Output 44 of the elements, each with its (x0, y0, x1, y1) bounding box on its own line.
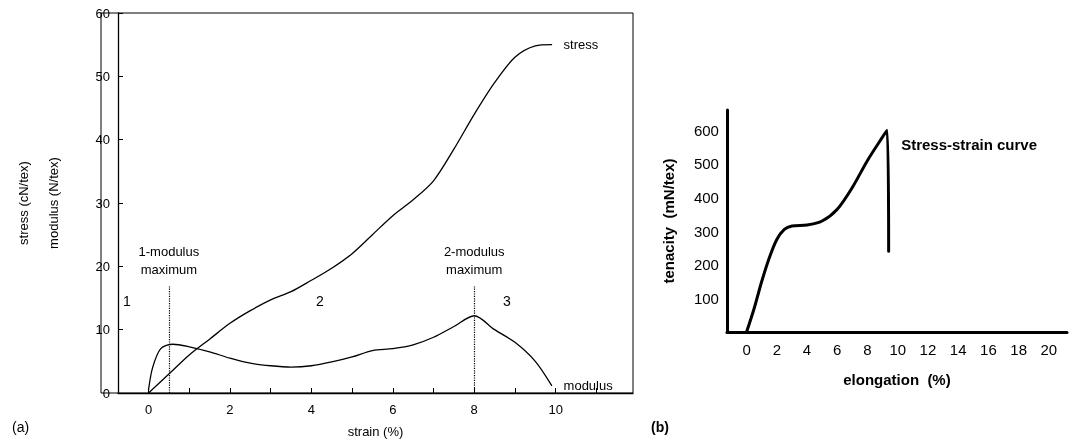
x-tick-label: 2 (226, 402, 234, 417)
x-tick-label: 8 (470, 402, 478, 417)
y-axis-title: stress (cN/tex) modulus (N/tex) (15, 157, 61, 249)
y-tick-label: 40 (95, 132, 110, 148)
x-tick-label: 10 (548, 402, 563, 417)
ref-line-label: 2-modulus maximum (443, 244, 506, 278)
x-tick-label: 12 (919, 341, 937, 358)
text: (a) (12, 419, 30, 435)
x-tick-label: 4 (307, 402, 315, 417)
x-tick-label: 16 (980, 341, 997, 358)
y-tick-label: 100 (693, 289, 719, 307)
x-tick-label: 6 (833, 341, 842, 358)
y-tick-label: 500 (693, 155, 719, 173)
x-tick-label: 0 (144, 402, 153, 417)
x-tick-label: 14 (949, 341, 967, 358)
annotation: 3 (503, 293, 511, 309)
series-label: modulus (563, 377, 614, 393)
ref-line-label: 1-modulus maximum (138, 244, 200, 278)
x-tick-label: 10 (889, 341, 907, 358)
x-axis-title: elongation (%) (843, 371, 951, 388)
y-tick-label: 400 (693, 188, 719, 206)
y-tick-label: 300 (693, 222, 719, 240)
x-tick-label: 6 (389, 402, 397, 417)
y-tick-label: 10 (95, 322, 110, 338)
y-tick-label: 600 (693, 121, 719, 139)
y-tick-label: 0 (102, 385, 110, 401)
series-label: stress (563, 37, 599, 53)
x-tick-label: 0 (742, 341, 751, 358)
y-axis-title: tenacity (mN/tex) (659, 158, 677, 284)
x-tick-label: 2 (772, 341, 781, 358)
y-tick-label: 60 (95, 5, 110, 21)
y-tick-label: 30 (95, 195, 110, 211)
x-tick-label: 20 (1040, 341, 1058, 358)
series-label: Stress-strain curve (901, 135, 1038, 153)
annotation: 2 (316, 293, 324, 309)
x-tick-label: 4 (802, 341, 812, 358)
text: (b) (651, 419, 669, 435)
annotation: 1 (123, 293, 131, 309)
x-axis-title: strain (%) (347, 424, 404, 439)
y-tick-label: 20 (95, 258, 110, 274)
x-tick-label: 8 (863, 341, 872, 358)
x-tick-label: 18 (1010, 341, 1027, 358)
y-tick-label: 200 (693, 256, 719, 274)
y-tick-label: 50 (95, 68, 110, 84)
